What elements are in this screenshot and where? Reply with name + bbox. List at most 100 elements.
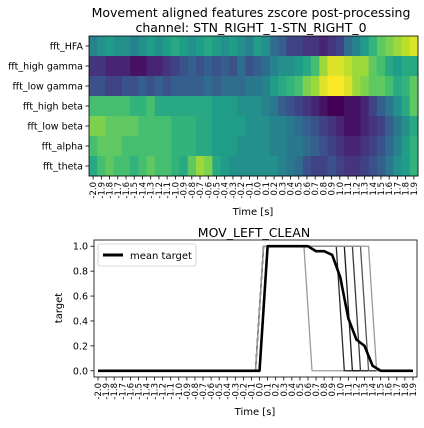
heatmap-x-tick-label: -1.5 — [130, 182, 140, 199]
heatmap-cell — [228, 156, 238, 177]
heatmap-cell — [360, 96, 370, 117]
heatmap-cell — [269, 76, 279, 97]
heatmap-cell — [105, 56, 115, 77]
heatmap-cell — [154, 116, 164, 137]
heatmap-cell — [261, 36, 271, 57]
heatmap-cell — [385, 136, 394, 157]
heatmap-cell — [401, 116, 411, 137]
line-frame — [93, 239, 418, 378]
heatmap-row-label: fft_low beta — [27, 122, 83, 133]
heatmap-cell — [97, 136, 106, 157]
heatmap-cell — [286, 116, 296, 137]
line-panel: MOV_LEFT_CLEAN 0.00.20.40.60.81.0 -2.0-1… — [54, 225, 419, 418]
heatmap-cell — [195, 56, 205, 77]
heatmap-title: Movement aligned features zscore post-pr… — [92, 5, 411, 20]
heatmap-x-tick-label: 1.9 — [410, 182, 420, 196]
heatmap-cell — [245, 156, 254, 177]
heatmap-cell — [154, 96, 164, 117]
line-x-tick-label: 1.4 — [369, 383, 379, 397]
heatmap-x-ticks: -2.0-1.9-1.8-1.7-1.6-1.5-1.4-1.3-1.2-1.1… — [89, 176, 420, 199]
line-y-tick-label: 0.8 — [73, 267, 88, 278]
heatmap-cell — [261, 76, 271, 97]
heatmap-x-tick-label: -1.7 — [114, 182, 124, 199]
heatmap-cell — [130, 76, 139, 97]
heatmap-cell — [220, 156, 230, 177]
heatmap-cell — [376, 96, 386, 117]
heatmap-cell — [130, 36, 139, 57]
heatmap-cell — [269, 96, 279, 117]
line-x-tick-label: 1.7 — [393, 383, 403, 397]
heatmap-cell — [409, 36, 419, 57]
heatmap-x-tick-label: 1.7 — [393, 182, 403, 196]
line-x-tick-label: -2.0 — [94, 383, 104, 400]
line-x-tick-label: 0.3 — [280, 383, 290, 397]
line-x-tick-label: -1.7 — [118, 383, 128, 400]
heatmap-x-tick-label: 1.6 — [385, 182, 395, 196]
heatmap-cell — [220, 96, 230, 117]
heatmap-cell — [261, 116, 271, 137]
heatmap-cell — [195, 36, 205, 57]
heatmap-cell — [286, 156, 296, 177]
heatmap-panel: Movement aligned features zscore post-pr… — [8, 5, 420, 218]
heatmap-cell — [171, 56, 180, 77]
heatmap-x-tick-label: 0.9 — [328, 182, 338, 196]
heatmap-cell — [409, 136, 419, 157]
line-x-tick-label: -1.5 — [134, 383, 144, 400]
line-x-tick-label: 0.5 — [296, 383, 306, 397]
heatmap-cell — [212, 156, 222, 177]
line-y-tick-label: 1.0 — [73, 242, 88, 253]
heatmap-x-tick-label: -1.0 — [171, 182, 181, 199]
heatmap-cell — [113, 96, 123, 117]
heatmap-x-tick-label: -0.7 — [196, 182, 206, 199]
heatmap-cell — [335, 76, 345, 97]
heatmap-x-tick-label: 0.7 — [311, 182, 321, 196]
heatmap-cell — [368, 116, 378, 137]
heatmap-cell — [171, 136, 180, 157]
heatmap-cell — [105, 116, 115, 137]
heatmap-cell — [171, 116, 180, 137]
heatmap-x-tick-label: 0.2 — [270, 182, 280, 196]
heatmap-cell — [319, 36, 328, 57]
line-x-tick-label: -1.9 — [102, 383, 112, 400]
heatmap-cell — [97, 116, 106, 137]
heatmap-cell — [352, 56, 361, 77]
heatmap-cell — [269, 136, 279, 157]
line-x-tick-label: -0.8 — [191, 383, 201, 400]
heatmap-cell — [138, 56, 147, 77]
heatmap-cell — [302, 36, 312, 57]
heatmap-cell — [105, 136, 115, 157]
heatmap-x-tick-label: 0.0 — [254, 182, 264, 196]
heatmap-cell — [385, 76, 394, 97]
heatmap-cell — [138, 136, 147, 157]
heatmap-x-tick-label: 1.3 — [361, 182, 371, 196]
heatmap-cell — [376, 76, 386, 97]
heatmap-cell — [269, 56, 279, 77]
line-x-tick-label: -0.3 — [231, 383, 241, 400]
heatmap-cell — [352, 156, 361, 177]
heatmap-cell — [154, 56, 164, 77]
heatmap-cell — [171, 156, 180, 177]
heatmap-cell — [278, 76, 287, 97]
line-traces — [98, 244, 413, 373]
heatmap-cell — [146, 96, 156, 117]
heatmap-cell — [204, 156, 213, 177]
heatmap-cell — [360, 56, 370, 77]
heatmap-cell — [204, 36, 213, 57]
heatmap-cell — [212, 76, 222, 97]
heatmap-cell — [220, 56, 230, 77]
heatmap-cell — [179, 56, 189, 77]
heatmap-cell — [294, 36, 304, 57]
heatmap-cell — [335, 96, 345, 117]
line-ylabel: target — [54, 293, 65, 323]
heatmap-cell — [187, 76, 197, 97]
line-x-tick-label: 1.0 — [336, 383, 346, 397]
heatmap-cell — [105, 156, 115, 177]
heatmap-cell — [146, 36, 156, 57]
heatmap-cell — [187, 156, 197, 177]
line-x-tick-label: 1.3 — [361, 383, 371, 397]
heatmap-cell — [319, 116, 328, 137]
heatmap-cell — [352, 136, 361, 157]
heatmap-cell — [286, 76, 296, 97]
heatmap-cell — [393, 156, 402, 177]
heatmap-x-tick-label: -1.4 — [138, 182, 148, 199]
